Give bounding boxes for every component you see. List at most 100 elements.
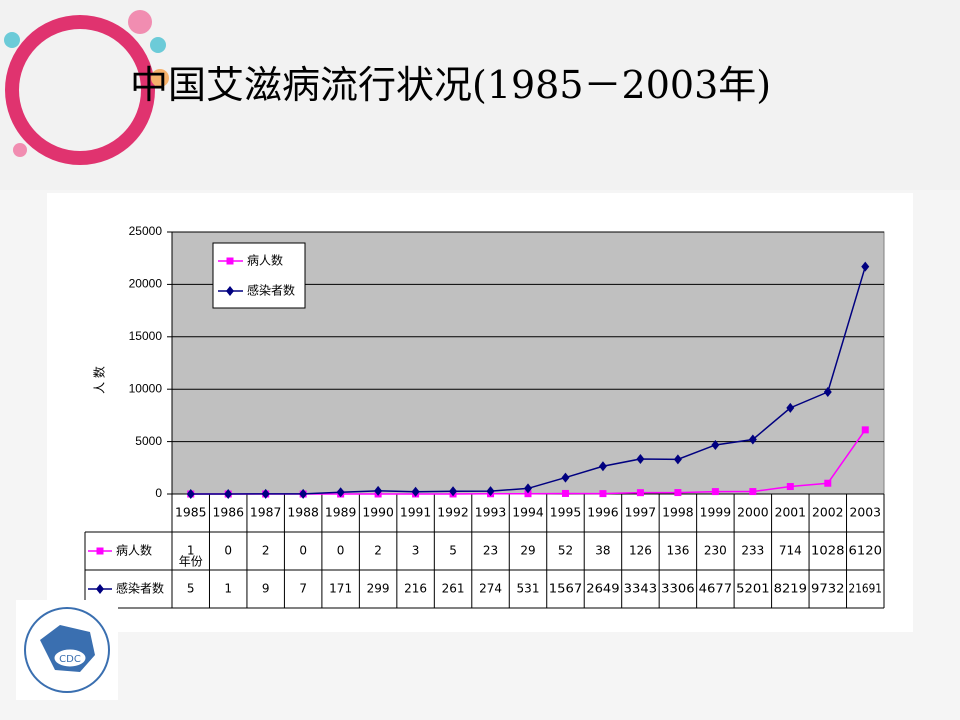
y-tick-label: 20000	[129, 277, 163, 291]
data-point	[786, 483, 794, 491]
table-cell: 6120	[849, 544, 882, 558]
data-point	[861, 261, 870, 272]
table-cell: 8219	[774, 582, 807, 596]
x-tick-label: 1998	[662, 506, 693, 520]
x-tick-label: 1995	[550, 506, 581, 520]
table-cell: 230	[704, 544, 727, 558]
table-cell: 7	[299, 582, 307, 596]
table-cell: 171	[329, 582, 352, 596]
data-point	[486, 486, 495, 497]
x-tick-label: 1989	[325, 506, 356, 520]
table-cell: 1028	[811, 544, 844, 558]
table-cell: 1	[187, 544, 195, 558]
data-point	[598, 461, 607, 472]
data-point	[299, 488, 308, 499]
svg-text:CDC: CDC	[59, 654, 81, 665]
table-cell: 531	[517, 582, 540, 596]
x-tick-label: 1987	[250, 506, 281, 520]
table-cell: 4677	[699, 582, 732, 596]
legend-label: 病人数	[247, 253, 283, 268]
x-tick-label: 2000	[737, 506, 768, 520]
table-cell: 29	[520, 544, 535, 558]
table-cell: 0	[299, 544, 307, 558]
data-point	[711, 439, 720, 450]
data-point	[636, 489, 644, 497]
data-point	[786, 402, 795, 413]
table-cell: 274	[479, 582, 502, 596]
table-cell: 261	[442, 582, 465, 596]
data-point	[599, 490, 607, 498]
data-point	[96, 584, 104, 594]
data-point	[449, 486, 458, 497]
table-cell: 136	[666, 544, 689, 558]
y-tick-label: 10000	[129, 381, 163, 395]
data-point	[673, 454, 682, 465]
table-cell: 5	[187, 582, 195, 596]
table-cell: 216	[404, 582, 427, 596]
legend-label: 感染者数	[247, 283, 295, 298]
table-cell: 3343	[624, 582, 657, 596]
table-cell: 9732	[811, 582, 844, 596]
chart-title: 中国艾滋病流行状况(1985－2003年)	[130, 63, 771, 107]
data-point	[711, 488, 719, 496]
x-tick-label: 1990	[362, 506, 393, 520]
cdc-logo: CDC	[16, 600, 118, 700]
x-tick-label: 1986	[212, 506, 243, 520]
table-cell: 0	[224, 544, 232, 558]
table-cell: 5201	[736, 582, 769, 596]
table-cell: 0	[337, 544, 345, 558]
table-cell: 2649	[586, 582, 619, 596]
x-tick-label: 1991	[400, 506, 431, 520]
table-row-header: 病人数	[116, 543, 152, 558]
x-tick-label: 2003	[850, 506, 881, 520]
table-cell: 2	[374, 544, 382, 558]
data-point	[749, 488, 757, 496]
data-point	[96, 547, 104, 555]
data-point	[186, 488, 195, 499]
x-tick-label: 1993	[475, 506, 506, 520]
table-cell: 9	[262, 582, 270, 596]
data-point	[823, 387, 832, 398]
data-point	[561, 472, 570, 483]
table-cell: 38	[595, 544, 610, 558]
x-tick-label: 1997	[625, 506, 656, 520]
x-tick-label: 2002	[812, 506, 843, 520]
data-point	[261, 488, 270, 499]
data-point	[226, 286, 234, 296]
table-row-header: 感染者数	[116, 581, 164, 596]
table-cell: 23	[483, 544, 498, 558]
table-cell: 5	[449, 544, 457, 558]
table-cell: 1567	[549, 582, 582, 596]
table-cell: 126	[629, 544, 652, 558]
data-point	[374, 485, 383, 496]
data-point	[824, 479, 832, 487]
x-tick-label: 1992	[437, 506, 468, 520]
y-tick-label: 5000	[135, 434, 162, 448]
data-point	[748, 434, 757, 445]
data-point	[636, 453, 645, 464]
table-cell: 21691	[849, 582, 882, 596]
data-point	[336, 487, 345, 498]
x-tick-label: 2001	[775, 506, 806, 520]
data-point	[674, 489, 682, 497]
table-cell: 52	[558, 544, 573, 558]
table-cell: 299	[367, 582, 390, 596]
data-point	[411, 486, 420, 497]
x-tick-label: 1999	[700, 506, 731, 520]
table-cell: 233	[741, 544, 764, 558]
x-tick-label: 1988	[287, 506, 318, 520]
x-tick-label: 1994	[512, 506, 543, 520]
x-tick-label: 1985	[175, 506, 206, 520]
y-tick-label: 25000	[129, 224, 163, 238]
decoration	[4, 10, 169, 165]
y-tick-label: 15000	[129, 329, 163, 343]
data-point	[224, 488, 233, 499]
y-tick-label: 0	[155, 486, 162, 500]
x-tick-label: 1996	[587, 506, 618, 520]
data-point	[524, 490, 532, 498]
table-cell: 2	[262, 544, 270, 558]
data-point	[861, 426, 869, 434]
